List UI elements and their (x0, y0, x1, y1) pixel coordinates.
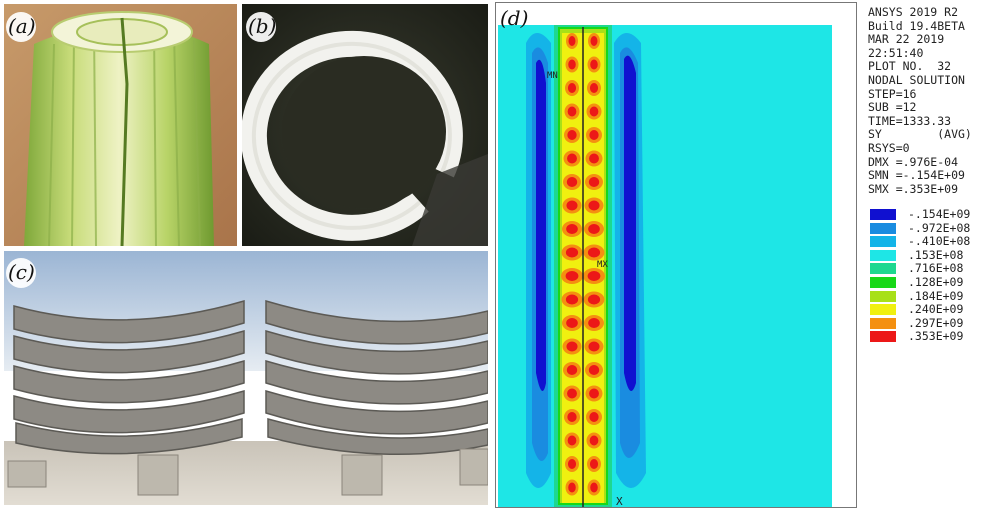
contour-red-blob (566, 224, 578, 234)
contour-red-blob (589, 435, 599, 446)
contour-color-swatch (870, 304, 896, 316)
legend-line: NODAL SOLUTION (868, 72, 965, 87)
panel-a-leek-photo (4, 4, 237, 246)
min-marker-label: MN (547, 71, 558, 81)
contour-level-value: -.410E+08 (908, 234, 971, 249)
contour-red-blob (566, 341, 578, 352)
panel-d-label: (d) (500, 6, 529, 30)
legend-line: DMX =.976E-04 (868, 154, 959, 169)
contour-red-blob (567, 435, 577, 446)
contour-red-blob (588, 365, 600, 375)
legend-line: SY (AVG) (868, 127, 972, 142)
leek-stalk-image (4, 4, 237, 246)
contour-red-blob (565, 294, 579, 305)
legend-line: TIME=1333.33 (868, 113, 952, 128)
contour-red-blob (587, 294, 601, 305)
legend-line: SMN =-.154E+09 (868, 168, 965, 183)
legend-line: MAR 22 2019 (868, 32, 945, 47)
contour-red-blob (587, 271, 601, 281)
ansys-legend: ANSYS 2019 R2 Build 19.4BETA MAR 22 2019 22… (868, 5, 986, 196)
contour-red-blob (588, 318, 600, 328)
contour-red-blob (589, 106, 599, 117)
contour-color-swatch (870, 222, 896, 234)
contour-red-blob (566, 177, 578, 187)
contour-field-background (498, 25, 832, 507)
tunnel-segments-image (4, 251, 488, 505)
contour-red-blob (566, 200, 578, 211)
max-marker-label: MX (597, 260, 608, 270)
contour-level-value: .153E+08 (908, 247, 964, 262)
panel-d-stress-contour (495, 2, 857, 508)
contour-red-blob (590, 482, 598, 493)
contour-red-blob (567, 106, 577, 117)
legend-line: ANSYS 2019 R2 (868, 5, 959, 19)
contour-red-blob (590, 36, 598, 46)
legend-line: STEP=16 (868, 86, 917, 101)
legend-line: SMX =.353E+09 (868, 181, 959, 196)
contour-red-blob (589, 388, 599, 399)
contour-level-value: -.154E+09 (908, 207, 971, 221)
panel-b-ring-photo (242, 4, 488, 246)
axis-x-label: X (616, 495, 623, 508)
contour-level-value: .716E+08 (908, 261, 964, 276)
contour-red-blob (588, 224, 600, 234)
contour-level-value: -.972E+08 (908, 220, 971, 235)
contour-level-value: .297E+09 (908, 315, 964, 330)
contour-red-blob (567, 83, 577, 93)
contour-color-swatch (870, 236, 896, 248)
contour-red-blob (568, 482, 576, 493)
contour-color-swatch (870, 263, 896, 275)
panel-b-label: (b) (248, 14, 277, 38)
contour-red-blob (567, 388, 577, 399)
contour-level-value: .128E+09 (908, 274, 964, 289)
contour-red-blob (590, 59, 598, 70)
sy-stress-contour-plot (498, 25, 832, 507)
contour-red-blob (588, 341, 600, 352)
contour-color-swatch (870, 209, 896, 220)
contour-red-blob (566, 365, 578, 375)
contour-color-swatch (870, 276, 896, 288)
contour-red-blob (589, 459, 599, 469)
contour-red-blob (589, 153, 599, 164)
contour-level-value: .240E+09 (908, 302, 964, 317)
legend-line: SUB =12 (868, 100, 917, 115)
contour-red-blob (568, 36, 576, 46)
contour-band-right-inner (624, 55, 636, 392)
contour-red-blob (567, 459, 577, 469)
ring-section-image (242, 4, 488, 246)
contour-color-swatch (870, 290, 896, 302)
contour-red-blob (567, 130, 577, 140)
contour-red-blob (565, 271, 579, 281)
legend-line: Build 19.4BETA (868, 18, 965, 33)
panel-c-label: (c) (8, 260, 35, 284)
contour-color-swatch (870, 331, 896, 343)
panel-c-segments-photo (4, 251, 488, 505)
contour-red-blob (588, 200, 600, 211)
contour-red-blob (566, 318, 578, 328)
contour-color-swatch (870, 249, 896, 261)
legend-line: RSYS=0 (868, 140, 910, 155)
contour-red-blob (565, 247, 579, 258)
contour-red-blob (567, 153, 577, 164)
contour-level-value: .353E+09 (908, 329, 964, 344)
contour-red-blob (588, 177, 600, 187)
contour-level-value: .184E+09 (908, 288, 964, 303)
contour-color-swatch (870, 317, 896, 329)
contour-red-blob (568, 59, 576, 70)
contour-red-blob (589, 412, 599, 422)
contour-band-left-inner (536, 59, 546, 392)
contour-red-blob (587, 247, 601, 258)
panel-a-label: (a) (8, 14, 36, 38)
legend-line: 22:51:40 (868, 45, 924, 60)
legend-line: PLOT NO. 32 (868, 59, 952, 74)
contour-red-blob (589, 130, 599, 140)
contour-red-blob (589, 83, 599, 93)
contour-red-blob (567, 412, 577, 422)
